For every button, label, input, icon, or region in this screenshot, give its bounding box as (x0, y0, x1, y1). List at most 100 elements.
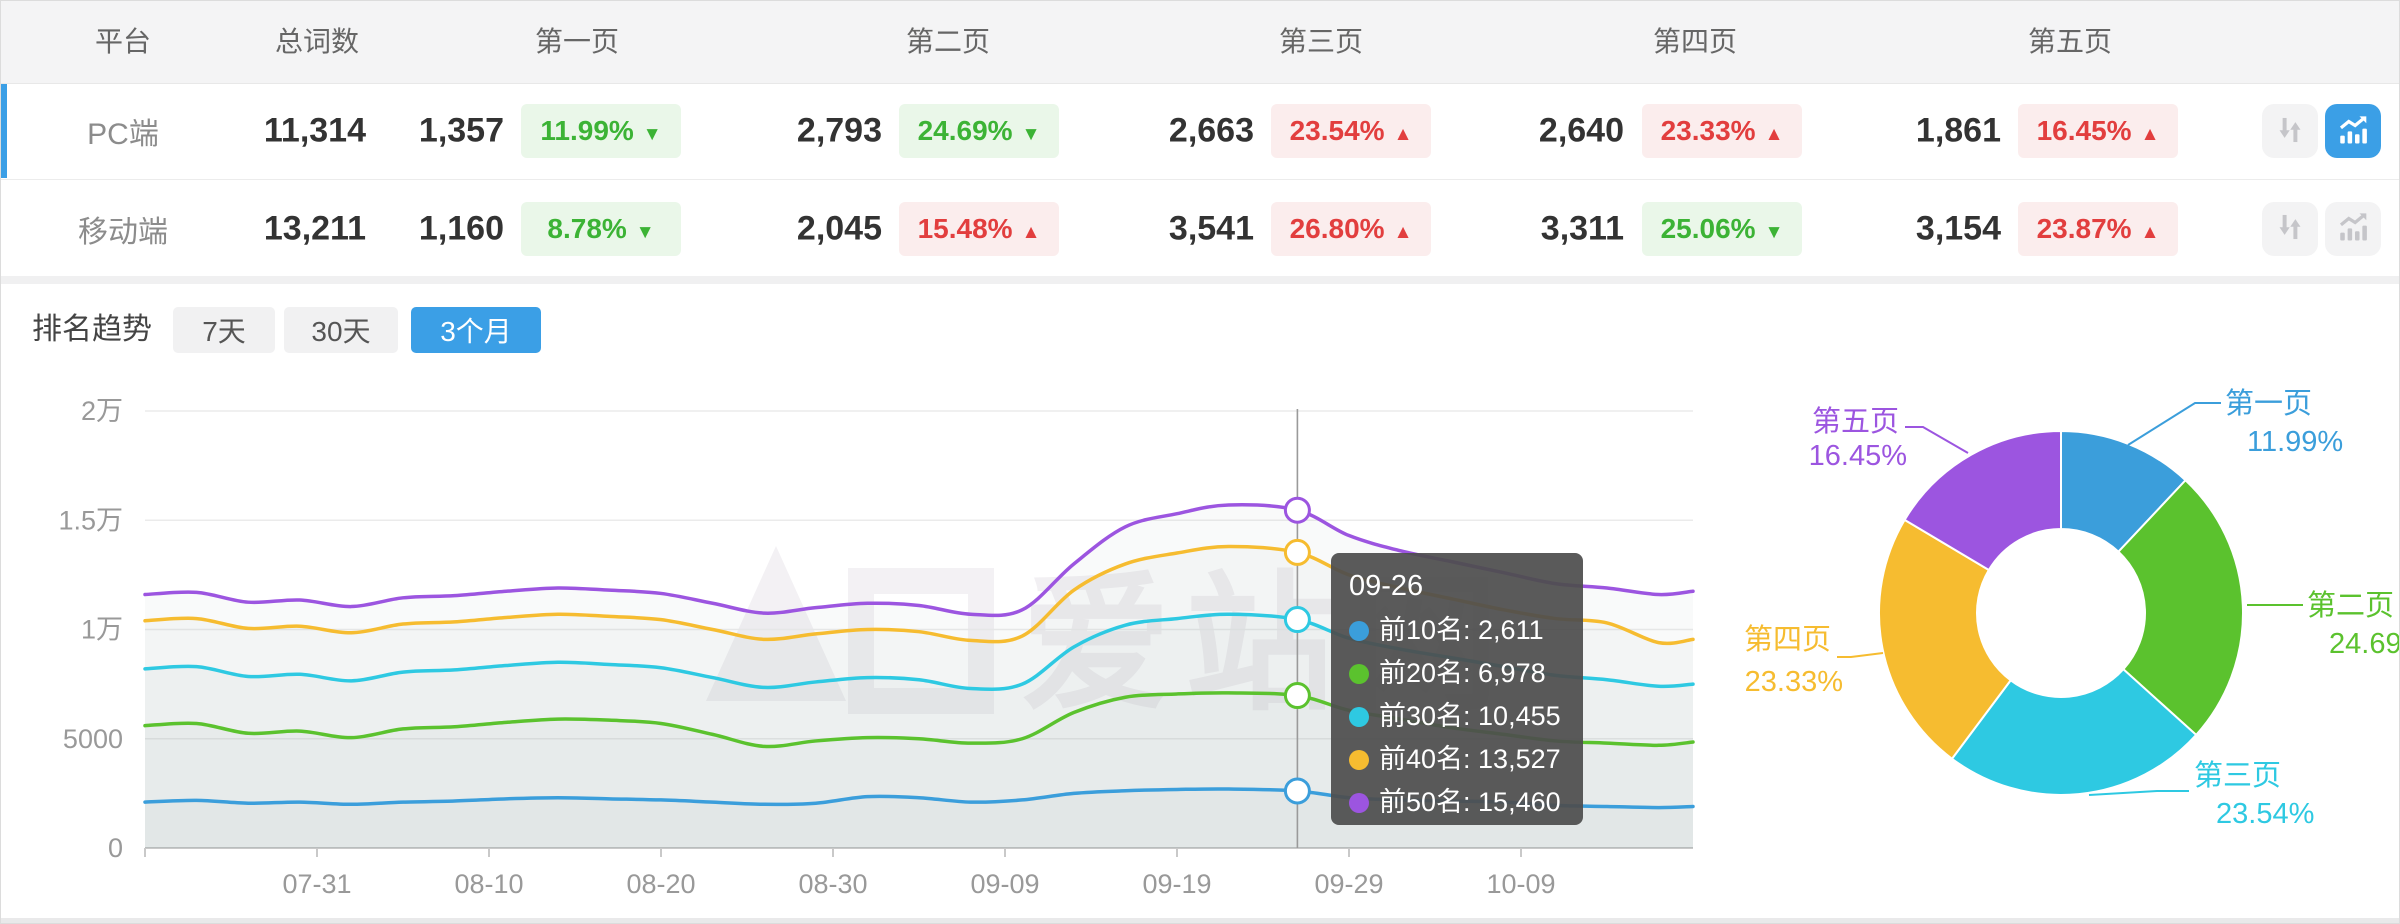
marker-前50名 (1283, 496, 1311, 524)
tooltip-row: 前10名: 2,611 (1349, 609, 1565, 652)
page4-count: 2,640 (1538, 111, 1624, 150)
series-dot-icon (1349, 663, 1369, 684)
page4-change-badge: 25.06% ▼ (1642, 201, 1802, 256)
table-row-mobile[interactable]: 移动端 13,211 1,160 8.78% ▼ 2,045 15.48% ▲ 3,… (1, 179, 2399, 277)
page2-change-badge: 24.69% ▼ (899, 104, 1059, 158)
tooltip-row: 前30名: 10,455 (1349, 695, 1565, 738)
page5-count: 1,861 (1915, 111, 2001, 150)
x-axis-label: 08-30 (798, 869, 867, 899)
page1-change-badge: 11.99% ▼ (521, 104, 681, 158)
compare-button[interactable] (2262, 104, 2318, 158)
rank-trend-and-distribution-charts[interactable]: 爱站网2万1.5万1万5000007-3108-1008-2008-3009-0… (1, 281, 2400, 924)
total-words-value: 11,314 (263, 111, 366, 150)
header-platform: 平台 (94, 26, 152, 57)
donut-label-第二页: 第二页 (2307, 589, 2394, 622)
series-dot-icon (1349, 792, 1369, 813)
page4-count: 3,311 (1540, 209, 1624, 247)
table-row-pc[interactable]: PC端 11,314 1,357 11.99% ▼ 2,793 24.69% ▼ 2… (1, 84, 2399, 178)
section-divider (1, 276, 2399, 284)
header-page-5: 第五页 (2027, 26, 2113, 57)
page4-change-badge: 23.33% ▲ (1642, 104, 1802, 158)
y-axis-label: 0 (108, 833, 123, 863)
trend-section-title: 排名趋势 (32, 313, 152, 346)
donut-label-pct: 23.33% (1745, 666, 1843, 698)
x-axis-label: 07-31 (282, 869, 351, 899)
x-axis-label: 08-20 (626, 869, 695, 899)
page-bottom-strip (1, 918, 2399, 923)
trend-chart-button[interactable] (2325, 201, 2381, 256)
donut-slice-第三页[interactable] (1950, 667, 2198, 796)
x-axis-label: 09-29 (1314, 869, 1383, 899)
tooltip-row: 前20名: 6,978 (1349, 652, 1565, 695)
tooltip-row: 前50名: 15,460 (1349, 781, 1565, 824)
sort-arrows-icon (2273, 113, 2307, 150)
total-words-value: 13,211 (263, 209, 366, 247)
series-dot-icon (1349, 706, 1369, 727)
label-leader-line (2127, 402, 2221, 446)
header-total-words: 总词数 (274, 26, 360, 57)
label-leader-line (2088, 790, 2189, 796)
area-前20名 (145, 692, 1693, 848)
tooltip-row: 前40名: 13,527 (1349, 738, 1565, 781)
y-axis-label: 1万 (81, 615, 123, 645)
page3-change-badge: 23.54% ▲ (1271, 104, 1431, 158)
donut-slice-第二页[interactable] (2117, 478, 2244, 737)
header-page-4: 第四页 (1652, 26, 1738, 57)
marker-前40名 (1283, 538, 1311, 566)
donut-label-pct: 16.45% (1809, 440, 1907, 472)
compare-button[interactable] (2262, 201, 2318, 256)
marker-前20名 (1283, 682, 1311, 710)
tab-30-days[interactable]: 30天 (284, 307, 398, 353)
tab-7-days[interactable]: 7天 (173, 307, 275, 353)
series-dot-icon (1349, 620, 1369, 641)
page3-count: 2,663 (1168, 111, 1254, 150)
page5-change-badge: 16.45% ▲ (2018, 104, 2178, 158)
marker-前30名 (1283, 606, 1311, 634)
y-axis-label: 5000 (63, 724, 123, 754)
trend-chart-button[interactable] (2325, 104, 2381, 158)
donut-label-第四页: 第四页 (1744, 623, 1831, 656)
y-axis-label: 2万 (81, 396, 123, 426)
header-page-1: 第一页 (534, 26, 620, 57)
sort-arrows-icon (2273, 210, 2307, 247)
y-axis-label: 1.5万 (58, 505, 123, 535)
page2-count: 2,045 (796, 209, 882, 247)
chart-tooltip: 09-26 前10名: 2,611 前20名: 6,978 前30名: 10,455… (1331, 553, 1583, 825)
trend-chart-icon (2336, 113, 2370, 150)
trend-chart-icon (2336, 210, 2370, 247)
donut-slice-第五页[interactable] (1903, 429, 2062, 572)
header-page-3: 第三页 (1278, 26, 1364, 57)
area-前10名 (145, 788, 1693, 848)
marker-前10名 (1283, 777, 1311, 805)
x-axis-label: 10-09 (1486, 869, 1555, 899)
tab-3-months[interactable]: 3个月 (411, 307, 541, 353)
tooltip-date: 09-26 (1349, 570, 1424, 602)
label-leader-line (1905, 426, 1969, 454)
page5-count: 3,154 (1915, 209, 2001, 247)
x-axis-label: 09-09 (970, 869, 1039, 899)
donut-label-pct: 24.69% (2329, 628, 2400, 660)
page5-change-badge: 23.87% ▲ (2018, 201, 2178, 256)
page1-count: 1,357 (418, 111, 504, 150)
x-axis-label: 09-19 (1142, 869, 1211, 899)
label-leader-line (1837, 652, 1884, 658)
header-page-2: 第二页 (905, 26, 991, 57)
donut-slice-第四页[interactable] (1878, 518, 2013, 761)
page3-count: 3,541 (1168, 209, 1254, 247)
donut-label-第五页: 第五页 (1812, 405, 1899, 438)
donut-label-pct: 23.54% (2216, 798, 2314, 830)
page1-count: 1,160 (418, 209, 504, 247)
series-dot-icon (1349, 749, 1369, 770)
x-axis-label: 08-10 (454, 869, 523, 899)
page1-change-badge: 8.78% ▼ (521, 201, 681, 256)
donut-label-第一页: 第一页 (2225, 387, 2312, 420)
page2-change-badge: 15.48% ▲ (899, 201, 1059, 256)
page3-change-badge: 26.80% ▲ (1271, 201, 1431, 256)
selected-row-accent (1, 84, 7, 178)
donut-label-pct: 11.99% (2247, 426, 2343, 458)
donut-label-第三页: 第三页 (2194, 759, 2281, 792)
platform-label: PC端 (87, 118, 159, 151)
table-header: 平台 总词数 第一页 第二页 第三页 第四页 第五页 (1, 1, 2399, 84)
page2-count: 2,793 (796, 111, 882, 150)
